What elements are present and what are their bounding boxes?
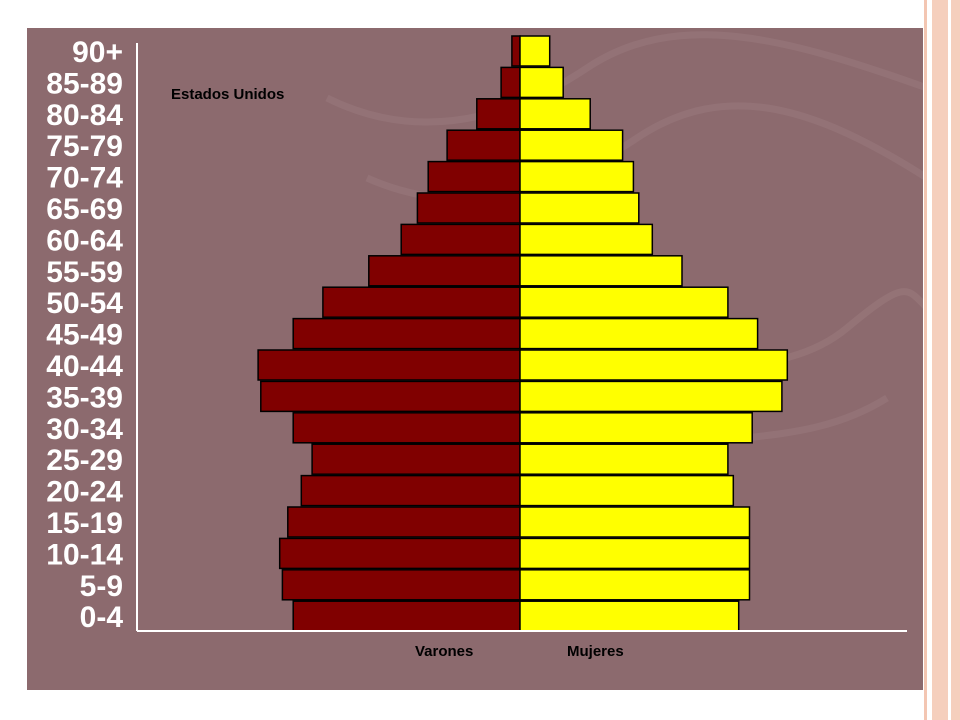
bar-varones-5-9 <box>281 569 521 601</box>
bar-varones-55-59 <box>368 255 521 287</box>
bar-varones-65-69 <box>416 192 521 224</box>
bar-varones-80-84 <box>476 98 521 130</box>
age-group-label: 30-34 <box>46 413 123 446</box>
bar-varones-35-39 <box>260 380 521 413</box>
bar-varones-60-64 <box>400 223 521 256</box>
bar-mujeres-45-49 <box>519 317 759 350</box>
bar-mujeres-55-59 <box>519 255 683 287</box>
bar-mujeres-0-4 <box>519 600 740 632</box>
age-group-label: 5-9 <box>80 570 123 603</box>
bar-mujeres-80-84 <box>519 98 591 130</box>
bar-varones-70-74 <box>427 160 521 193</box>
age-group-label: 10-14 <box>46 538 123 571</box>
age-group-label: 25-29 <box>46 444 123 477</box>
bar-varones-25-29 <box>311 443 521 475</box>
bar-mujeres-50-54 <box>519 286 729 318</box>
bar-mujeres-70-74 <box>519 160 635 193</box>
age-group-label: 85-89 <box>46 67 123 100</box>
age-group-label: 80-84 <box>46 99 123 132</box>
age-group-label: 35-39 <box>46 381 123 414</box>
bar-varones-0-4 <box>292 600 521 632</box>
bar-mujeres-5-9 <box>519 569 751 601</box>
age-group-label: 75-79 <box>46 130 123 163</box>
slide-canvas: 90+ 85-89 80-84 75-79 70-74 65-69 60-64 55-59 50… <box>27 28 923 690</box>
bar-mujeres-30-34 <box>519 412 753 444</box>
bar-mujeres-15-19 <box>519 506 751 538</box>
bar-varones-50-54 <box>322 286 521 318</box>
slide-edge-decoration <box>918 0 960 720</box>
bar-varones-45-49 <box>292 317 521 350</box>
age-group-label: 0-4 <box>80 601 124 634</box>
bar-mujeres-35-39 <box>519 380 783 413</box>
age-group-label: 60-64 <box>46 224 123 257</box>
bar-mujeres-75-79 <box>519 129 624 161</box>
bar-varones-15-19 <box>287 506 521 538</box>
bar-varones-10-14 <box>278 537 521 570</box>
legend-label-mujeres: Mujeres <box>567 643 624 660</box>
age-group-label: 20-24 <box>46 476 123 509</box>
bar-mujeres-10-14 <box>519 537 751 570</box>
bar-mujeres-40-44 <box>519 349 789 381</box>
age-group-label: 55-59 <box>46 256 123 289</box>
age-group-label: 50-54 <box>46 287 123 320</box>
bar-varones-30-34 <box>292 412 521 444</box>
age-group-label: 65-69 <box>46 193 123 226</box>
age-group-label: 40-44 <box>46 350 123 383</box>
bar-mujeres-85-89 <box>519 66 564 99</box>
bar-varones-20-24 <box>300 474 521 507</box>
age-group-label: 70-74 <box>46 162 123 195</box>
bar-mujeres-25-29 <box>519 443 729 475</box>
legend-label-varones: Varones <box>415 643 473 660</box>
bar-varones-40-44 <box>257 349 521 381</box>
bar-varones-85-89 <box>500 66 521 99</box>
chart-title: Estados Unidos <box>171 86 284 103</box>
age-group-label: 45-49 <box>46 319 123 352</box>
bar-mujeres-90+ <box>519 35 551 67</box>
bar-mujeres-65-69 <box>519 192 640 224</box>
bar-varones-75-79 <box>446 129 521 161</box>
age-group-label: 90+ <box>72 36 123 69</box>
bar-mujeres-60-64 <box>519 223 654 256</box>
bar-varones-90+ <box>511 35 521 67</box>
bar-mujeres-20-24 <box>519 474 735 507</box>
age-group-label: 15-19 <box>46 507 123 540</box>
population-pyramid-chart: 90+85-8980-8475-7970-7465-6960-6455-5950… <box>46 35 907 660</box>
